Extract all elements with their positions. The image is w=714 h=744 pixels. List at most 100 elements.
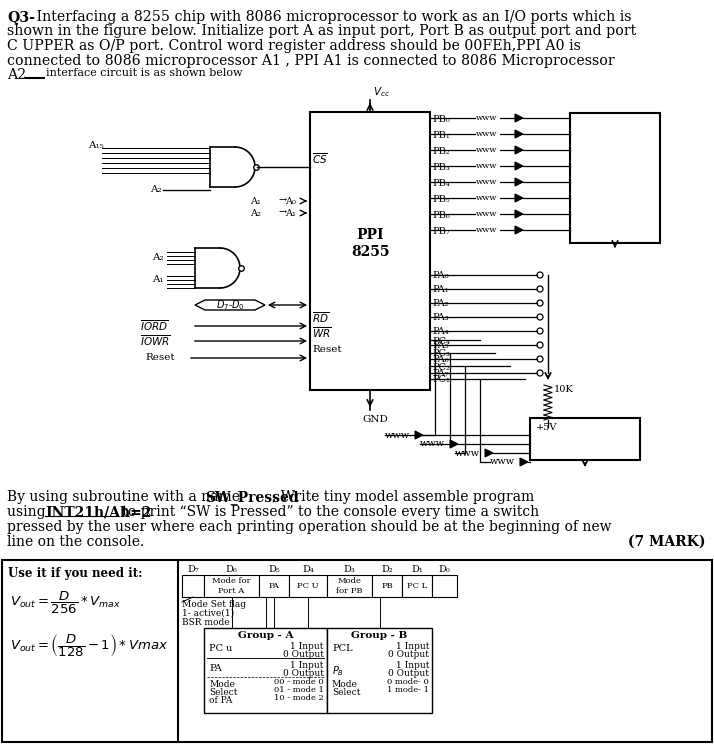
Text: PC₃: PC₃ [432,350,450,359]
Bar [310,112,430,390]
Text: PCL: PCL [332,644,353,653]
Bar [327,575,372,597]
Text: PA₅: PA₅ [432,341,448,350]
Text: 0 Output: 0 Output [388,650,429,659]
Text: Group - A: Group - A [238,631,293,640]
Circle shape [537,300,543,306]
Text: GND: GND [362,415,388,424]
Text: INT21h/Ah=2: INT21h/Ah=2 [45,505,151,519]
Text: 0 Output: 0 Output [388,669,429,678]
Text: 00 - mode 0: 00 - mode 0 [274,678,324,686]
Text: PC₂: PC₂ [432,362,450,371]
Text: $V_{out} = \dfrac{D}{256} * V_{max}$: $V_{out} = \dfrac{D}{256} * V_{max}$ [10,590,121,616]
Text: Group - B: Group - B [351,631,408,640]
Text: 0 mode- 0: 0 mode- 0 [387,678,429,686]
Polygon shape [515,146,523,154]
Text: PA₃: PA₃ [432,313,448,322]
Text: A₂: A₂ [250,208,261,217]
Text: SW_Pressed: SW_Pressed [205,490,298,504]
Text: PB₂: PB₂ [432,147,450,155]
Text: Reset: Reset [312,345,341,354]
Text: D₇: D₇ [187,565,199,574]
Text: D₅: D₅ [268,565,280,574]
Circle shape [537,342,543,348]
Text: (7 MARK): (7 MARK) [628,535,706,549]
Text: PA₆: PA₆ [432,356,449,365]
Text: PB₅: PB₅ [432,194,450,204]
Text: A₁: A₁ [250,196,261,205]
Text: 1 mode- 1: 1 mode- 1 [387,686,429,694]
Text: A₁₅: A₁₅ [88,141,104,150]
Text: Select: Select [209,688,238,697]
Bar [204,628,327,713]
Polygon shape [485,449,493,457]
Text: $\overline{IORD}$: $\overline{IORD}$ [140,318,169,333]
Text: www: www [476,226,498,234]
Polygon shape [515,210,523,218]
Text: Mode: Mode [209,680,235,689]
Text: $\overline{CS}$: $\overline{CS}$ [312,152,328,167]
Text: PB₀: PB₀ [432,115,450,124]
Text: PA₄: PA₄ [432,327,448,336]
Polygon shape [415,431,423,439]
Text: connected to 8086 microprocessor A1 , PPI A1 is connected to 8086 Microprocessor: connected to 8086 microprocessor A1 , PP… [7,54,615,68]
Text: PB₆: PB₆ [432,211,450,219]
Text: interface circuit is as shown below: interface circuit is as shown below [46,68,243,78]
Polygon shape [195,300,265,310]
Text: 1 Input: 1 Input [291,661,324,670]
Bar [2,560,712,742]
Text: D₆: D₆ [226,565,238,574]
Text: PB₄: PB₄ [432,179,450,187]
Text: PA₇: PA₇ [432,370,448,379]
Text: A₀: A₀ [285,196,296,205]
Text: PC u: PC u [209,644,232,653]
Text: www: www [455,449,480,458]
Text: shown in the figure below. Initialize port A as input port, Port B as output por: shown in the figure below. Initialize po… [7,25,636,39]
Polygon shape [515,130,523,138]
Text: www: www [476,210,498,218]
Bar [530,418,640,460]
Circle shape [537,370,543,376]
Text: D₄: D₄ [302,565,314,574]
Text: 01 - mode 1: 01 - mode 1 [274,686,324,694]
Bar [372,575,402,597]
Text: PA₂: PA₂ [432,300,448,309]
Text: PA₁: PA₁ [432,286,448,295]
Bar [432,575,457,597]
Circle shape [537,286,543,292]
Text: D₁: D₁ [411,565,423,574]
Text: →: → [278,196,286,205]
Text: Q3-: Q3- [7,10,35,24]
Bar [259,575,289,597]
Text: $V_{out} = \left(\dfrac{D}{128} - 1\right) * Vmax$: $V_{out} = \left(\dfrac{D}{128} - 1\righ… [10,632,169,659]
Text: 8255: 8255 [351,245,389,259]
Text: $\overline{WR}$: $\overline{WR}$ [312,326,331,340]
Text: 0 Output: 0 Output [283,669,324,678]
Text: , Write tiny model assemble program: , Write tiny model assemble program [272,490,534,504]
Text: PC U: PC U [297,582,319,590]
Text: 1 Input: 1 Input [396,642,429,651]
Circle shape [537,328,543,334]
Text: 1 Input: 1 Input [291,642,324,651]
Text: D₀: D₀ [438,565,451,574]
Text: Mode: Mode [332,680,358,689]
Text: Mode Set flag: Mode Set flag [182,600,246,609]
Text: Interfacing a 8255 chip with 8086 microprocessor to work as an I/O ports which i: Interfacing a 8255 chip with 8086 microp… [32,10,631,24]
Bar [289,575,327,597]
Text: PPI: PPI [356,228,384,242]
Text: PB: PB [381,582,393,590]
Text: www: www [476,114,498,122]
Text: A₂: A₂ [150,185,161,194]
Text: www: www [420,440,445,449]
Polygon shape [515,162,523,170]
Text: www: www [385,431,410,440]
Circle shape [537,356,543,362]
Text: BSR mode: BSR mode [182,618,230,627]
Text: www: www [476,146,498,154]
Text: $D_7$-$D_0$: $D_7$-$D_0$ [216,298,244,312]
Polygon shape [515,194,523,202]
Text: Mode
for PB: Mode for PB [336,577,363,595]
Circle shape [537,272,543,278]
Bar [402,575,432,597]
Text: www: www [476,130,498,138]
